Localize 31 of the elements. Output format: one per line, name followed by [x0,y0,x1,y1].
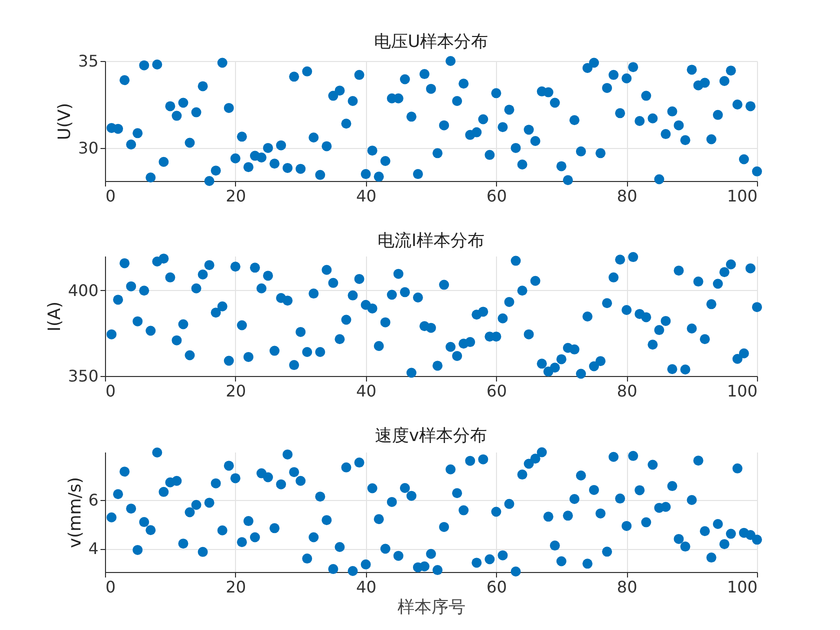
x-tick-label: 0 [106,186,116,206]
y-tick-label: 30 [78,138,98,158]
x-tick-label: 80 [616,186,638,206]
y-tick-label: 35 [78,52,98,70]
x-tick-label: 20 [226,186,246,206]
y-tick-label: 350 [68,366,98,386]
x-tick-label: 80 [616,578,638,596]
x-axis-title: 样本序号 [398,598,466,618]
y-tick-label: 4 [88,539,98,558]
y-tick-label: 400 [68,280,98,300]
x-tick-label: 60 [486,382,507,400]
x-tick-label: 60 [486,186,507,206]
chart-title: 电流I样本分布 [377,231,485,252]
x-tick-label: 20 [226,578,246,596]
chart-title: 速度v样本分布 [374,426,488,446]
x-tick-label: 80 [616,382,638,400]
x-tick-label: 100 [726,578,758,596]
x-tick-label: 40 [356,578,376,596]
y-axis-title: v(mm/s) [65,476,86,548]
y-axis-title: U(V) [55,102,76,140]
y-axis-title: I(A) [44,302,65,332]
chart-title: 电压U样本分布 [374,32,488,52]
x-tick-label: 0 [106,382,116,400]
x-tick-label: 100 [726,382,758,400]
x-tick-label: 20 [226,382,246,400]
x-tick-label: 40 [356,186,376,206]
x-tick-label: 40 [356,382,376,400]
x-tick-label: 0 [106,578,116,596]
y-tick-label: 6 [88,490,98,510]
x-tick-label: 60 [486,578,507,596]
x-tick-label: 100 [726,186,758,206]
